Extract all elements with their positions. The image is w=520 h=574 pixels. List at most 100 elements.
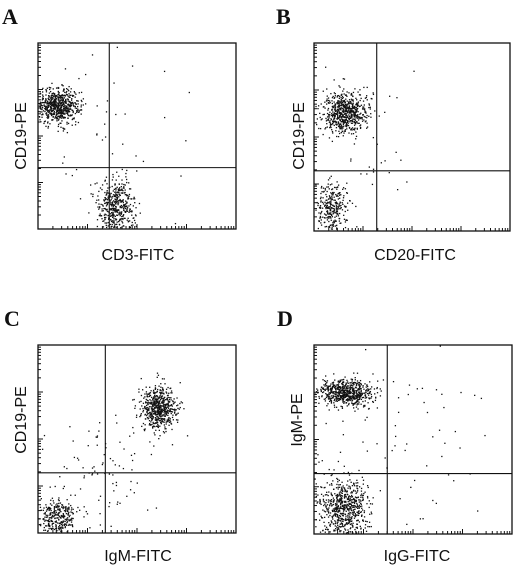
event-point [63, 103, 65, 105]
event-point [342, 379, 344, 381]
event-point [164, 426, 166, 428]
event-point [161, 405, 163, 407]
event-point [57, 93, 60, 95]
event-point [315, 105, 317, 108]
event-point [341, 524, 344, 526]
event-point [339, 194, 341, 196]
event-point [351, 388, 354, 391]
event-point [350, 396, 353, 398]
event-point [58, 497, 60, 499]
event-point [349, 531, 351, 533]
event-point [363, 404, 365, 407]
event-point [342, 105, 345, 108]
event-point [335, 385, 337, 388]
event-point [343, 389, 345, 391]
event-point [59, 114, 61, 116]
event-point [365, 386, 367, 388]
event-point [349, 384, 351, 386]
event-point [61, 117, 63, 119]
event-point [160, 402, 163, 404]
event-point [354, 107, 356, 109]
event-point [340, 125, 343, 127]
event-point [57, 499, 60, 501]
event-point [50, 509, 52, 512]
event-point [111, 223, 113, 226]
event-point [330, 193, 333, 195]
event-point [129, 226, 132, 229]
event-point [324, 383, 327, 386]
event-point [363, 106, 365, 108]
event-point [51, 520, 54, 523]
event-point [335, 195, 338, 197]
event-point [62, 85, 64, 87]
event-point [344, 490, 347, 492]
event-point [115, 193, 117, 195]
event-point [342, 188, 344, 190]
event-point [357, 119, 360, 121]
event-point [159, 405, 161, 408]
event-point [356, 523, 358, 525]
event-point [331, 389, 333, 391]
event-point [166, 399, 169, 401]
event-point [103, 207, 105, 210]
event-point [160, 417, 162, 419]
event-point [122, 187, 125, 189]
event-point [333, 402, 335, 404]
event-point [327, 213, 329, 215]
event-point [376, 143, 378, 145]
event-point [150, 400, 152, 402]
event-point [347, 389, 349, 392]
event-point [45, 504, 47, 506]
panel-letter-c: C [4, 306, 20, 331]
event-point [328, 220, 330, 223]
event-point [353, 402, 356, 405]
event-point [339, 491, 341, 493]
event-point [337, 384, 339, 386]
event-point [62, 105, 64, 107]
event-point [152, 398, 154, 400]
event-point [116, 503, 118, 505]
event-point [150, 413, 153, 415]
event-point [345, 98, 347, 100]
event-point [344, 396, 346, 398]
event-point [348, 393, 350, 395]
event-point [44, 100, 46, 102]
event-point [74, 102, 76, 104]
event-point [335, 521, 337, 523]
event-point [332, 394, 334, 397]
event-point [336, 227, 338, 229]
event-point [338, 525, 340, 527]
event-point [356, 108, 358, 110]
event-point [155, 413, 157, 416]
event-point [53, 516, 55, 518]
event-point [51, 101, 53, 103]
event-point [346, 116, 348, 118]
event-point [55, 504, 57, 506]
event-point [382, 379, 385, 381]
event-point [346, 106, 348, 108]
event-point [165, 407, 168, 409]
event-point [71, 517, 73, 519]
y-axis-label-a: CD19-PE [13, 102, 30, 170]
event-point [50, 514, 52, 516]
event-point [338, 492, 341, 494]
event-point [350, 499, 352, 501]
event-point [339, 212, 341, 215]
event-point [366, 503, 368, 505]
event-point [359, 395, 361, 397]
event-point [338, 204, 340, 206]
event-point [52, 526, 54, 528]
event-point [327, 97, 330, 99]
event-point [341, 100, 343, 102]
event-point [363, 108, 366, 110]
event-point [61, 120, 63, 122]
event-point [152, 417, 154, 419]
event-point [138, 388, 140, 390]
event-point [336, 477, 338, 480]
event-point [330, 114, 333, 117]
event-point [41, 101, 44, 104]
event-point [331, 474, 333, 476]
event-point [324, 398, 327, 400]
event-point [125, 210, 127, 213]
event-point [363, 108, 366, 111]
